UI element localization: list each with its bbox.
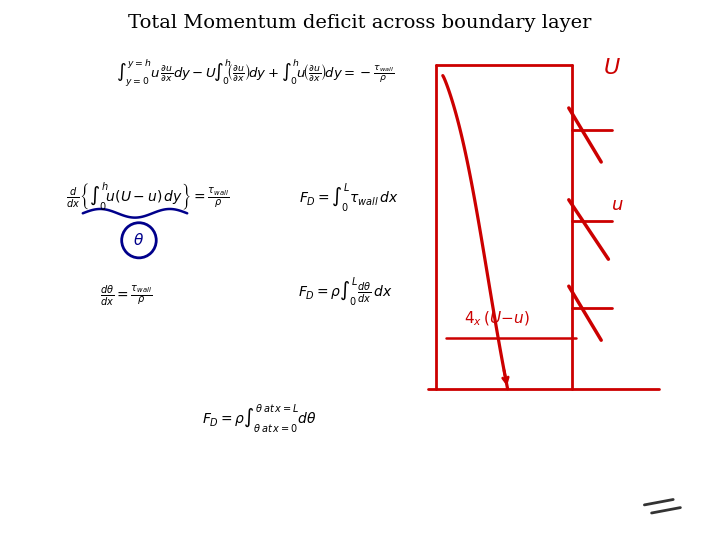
Text: $\mathit{U}$: $\mathit{U}$ (603, 57, 621, 79)
Text: $\frac{d}{dx}\left\{\int_{0}^{h}\!u(U-u)\,dy\right\} = \frac{\tau_{wall}}{\rho}$: $\frac{d}{dx}\left\{\int_{0}^{h}\!u(U-u)… (66, 181, 230, 213)
Text: $\int_{y=0}^{y=h} u\,\frac{\partial u}{\partial x}dy - U\!\int_{0}^{h}\!\!\left(: $\int_{y=0}^{y=h} u\,\frac{\partial u}{\… (117, 57, 395, 87)
Text: $F_D = \rho\int_{\theta\,at\,x=0}^{\theta\,at\,x=L} d\theta$: $F_D = \rho\int_{\theta\,at\,x=0}^{\thet… (202, 402, 317, 435)
Text: $\frac{d\theta}{dx} = \frac{\tau_{wall}}{\rho}$: $\frac{d\theta}{dx} = \frac{\tau_{wall}}… (100, 284, 152, 308)
Text: $\theta$: $\theta$ (133, 232, 145, 248)
Text: $F_D = \rho\int_{0}^{L}\frac{d\theta}{dx}\,dx$: $F_D = \rho\int_{0}^{L}\frac{d\theta}{dx… (298, 275, 393, 308)
Text: Total Momentum deficit across boundary layer: Total Momentum deficit across boundary l… (128, 14, 592, 31)
Text: $F_D = \int_{0}^{L} \tau_{wall}\,dx$: $F_D = \int_{0}^{L} \tau_{wall}\,dx$ (300, 181, 399, 214)
Text: $4_x\,(U\!-\!u)$: $4_x\,(U\!-\!u)$ (464, 309, 530, 328)
Text: $\mathit{u}$: $\mathit{u}$ (611, 196, 624, 214)
